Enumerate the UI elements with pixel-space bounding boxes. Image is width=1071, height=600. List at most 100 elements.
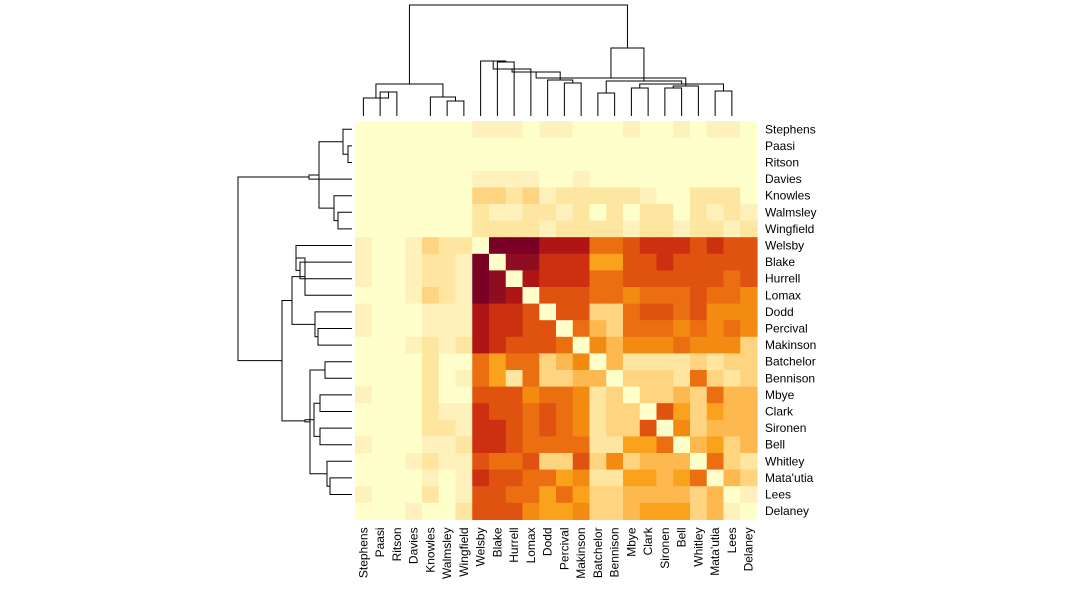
heatmap-cell: [539, 121, 557, 139]
heatmap-cell: [706, 353, 725, 371]
heatmap-cell: [438, 403, 457, 421]
heatmap-cell: [422, 154, 440, 172]
heatmap-cell: [572, 353, 591, 371]
row-label: Lees: [765, 488, 791, 502]
heatmap-cell: [706, 370, 725, 388]
heatmap-cell: [455, 121, 473, 139]
heatmap-cell: [371, 137, 390, 155]
heatmap-cell: [556, 386, 574, 404]
heatmap-cell: [740, 253, 758, 271]
heatmap-cell: [572, 204, 591, 222]
heatmap-cell: [405, 204, 423, 222]
heatmap-cell: [405, 453, 423, 471]
heatmap-cell: [606, 121, 624, 139]
heatmap-cell: [656, 170, 674, 188]
heatmap-cell: [673, 287, 691, 305]
heatmap-cell: [606, 453, 624, 471]
heatmap-cell: [388, 353, 406, 371]
heatmap-cell: [522, 287, 540, 305]
heatmap-cell: [623, 502, 641, 520]
heatmap-cell: [505, 187, 524, 205]
heatmap-cell: [656, 237, 674, 255]
heatmap-cell: [505, 287, 524, 305]
heatmap-cell: [388, 486, 406, 504]
heatmap-cell: [371, 121, 390, 139]
heatmap-cell: [539, 453, 557, 471]
heatmap-cell: [623, 370, 641, 388]
heatmap-cell: [355, 486, 373, 504]
dendrogram-branch: [672, 85, 699, 116]
heatmap-cell: [371, 370, 390, 388]
heatmap-cell: [388, 253, 406, 271]
heatmap-cell: [673, 154, 691, 172]
heatmap-cell: [606, 187, 624, 205]
heatmap-cell: [706, 187, 725, 205]
heatmap-cell: [455, 253, 473, 271]
heatmap-cell: [690, 419, 708, 437]
heatmap-cell: [706, 253, 725, 271]
heatmap-cell: [539, 287, 557, 305]
heatmap-cell: [690, 436, 708, 454]
heatmap-cell: [589, 287, 607, 305]
dendrogram-branch: [329, 477, 352, 495]
heatmap-cell: [740, 303, 758, 321]
row-label: Walmsley: [765, 205, 817, 219]
heatmap-cell: [405, 154, 423, 172]
row-label: Davies: [765, 172, 802, 186]
heatmap-cell: [522, 303, 540, 321]
heatmap-cell: [690, 170, 708, 188]
heatmap-cell: [706, 469, 725, 487]
heatmap-cell: [489, 386, 507, 404]
heatmap-cell: [388, 320, 406, 338]
dendrogram-branch: [714, 90, 733, 116]
heatmap-cell: [438, 220, 457, 238]
heatmap-cell: [589, 270, 607, 288]
heatmap-cell: [438, 386, 457, 404]
heatmap-cell: [505, 336, 524, 354]
heatmap-cell: [572, 303, 591, 321]
heatmap-cell: [355, 469, 373, 487]
heatmap-cell: [690, 287, 708, 305]
heatmap-cell: [371, 220, 390, 238]
heatmap-cell: [740, 220, 758, 238]
heatmap-cell: [740, 320, 758, 338]
heatmap-cell: [505, 419, 524, 437]
heatmap-cell: [355, 419, 373, 437]
heatmap-cell: [422, 453, 440, 471]
heatmap-cell: [455, 320, 473, 338]
heatmap-cell: [505, 353, 524, 371]
heatmap-cell: [371, 502, 390, 520]
heatmap-cell: [371, 253, 390, 271]
heatmap-cell: [639, 287, 658, 305]
heatmap-cell: [455, 137, 473, 155]
heatmap-cell: [472, 370, 490, 388]
heatmap-cell: [623, 187, 641, 205]
row-label: Percival: [765, 322, 808, 336]
heatmap-cell: [489, 170, 507, 188]
heatmap-cell: [539, 303, 557, 321]
heatmap-cell: [572, 486, 591, 504]
heatmap-cell: [472, 287, 490, 305]
heatmap-cell: [405, 336, 423, 354]
heatmap-cell: [455, 370, 473, 388]
column-label: Wingfield: [457, 527, 471, 576]
heatmap-cell: [606, 419, 624, 437]
heatmap-cell: [673, 303, 691, 321]
heatmap-cell: [505, 370, 524, 388]
row-label: Paasi: [765, 139, 795, 153]
heatmap-cell: [673, 121, 691, 139]
heatmap-cell: [623, 469, 641, 487]
dendrogram-branch: [630, 87, 649, 116]
heatmap-cell: [489, 137, 507, 155]
heatmap-cell: [572, 453, 591, 471]
heatmap-cell: [505, 453, 524, 471]
column-label: Makinson: [574, 527, 588, 578]
heatmap-cell: [606, 502, 624, 520]
heatmap-cell: [455, 287, 473, 305]
heatmap-cell: [673, 353, 691, 371]
heatmap-cell: [422, 336, 440, 354]
heatmap-cell: [355, 287, 373, 305]
heatmap-cell: [422, 403, 440, 421]
heatmap-cell: [472, 419, 490, 437]
heatmap-cell: [740, 154, 758, 172]
